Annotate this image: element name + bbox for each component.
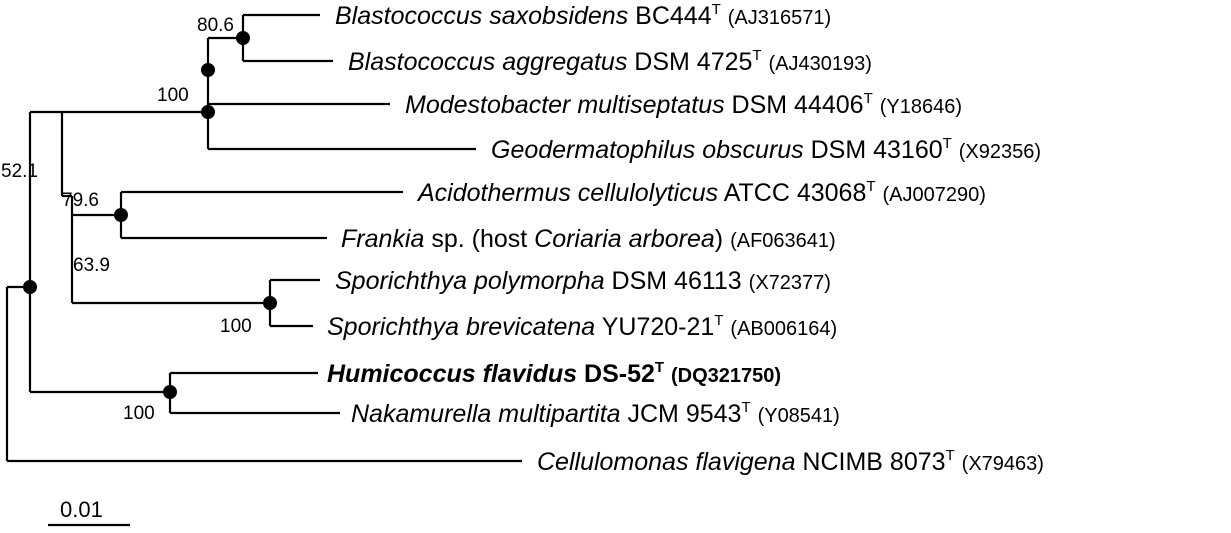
taxon-label: Acidothermus cellulolyticus ATCC 43068T …: [416, 178, 986, 207]
node-ingroup: [23, 280, 37, 294]
node-sporichthya: [263, 296, 277, 310]
taxon-label: Nakamurella multipartita JCM 9543T (Y085…: [351, 399, 840, 428]
node-blastococcus: [236, 31, 250, 45]
support-blastococcus: 80.6: [197, 15, 234, 36]
taxon-label: Blastococcus aggregatus DSM 4725T (AJ430…: [348, 47, 872, 76]
node-markers: [23, 31, 277, 399]
taxon-label: Blastococcus saxobsidens BC444T (AJ31657…: [335, 1, 831, 30]
taxon-label: Sporichthya polymorpha DSM 46113 (X72377…: [335, 267, 831, 295]
taxon-label: Geodermatophilus obscurus DSM 43160T (X9…: [491, 135, 1041, 164]
support-acidothermus-frankia: 79.6: [62, 190, 99, 211]
taxon-labels: Blastococcus saxobsidens BC444T (AJ31657…: [327, 1, 1044, 476]
taxon-label: Modestobacter multiseptatus DSM 44406T (…: [405, 90, 962, 119]
taxon-label-highlighted: Humicoccus flavidus DS-52T (DQ321750): [327, 359, 781, 388]
node-humicoccus-nakamurella: [163, 385, 177, 399]
support-geodermatophilaceae: 100: [157, 85, 189, 106]
support-humicoccus-nakamurella: 100: [123, 403, 155, 424]
scale-bar: 0.01: [48, 497, 130, 527]
support-sporichthya: 100: [220, 316, 252, 337]
support-ingroup-upper: 52.1: [1, 161, 38, 182]
taxon-label: Sporichthya brevicatena YU720-21T (AB006…: [327, 312, 837, 341]
node-geodermatophilaceae: [201, 105, 215, 119]
taxon-label: Frankia sp. (host Coriaria arborea) (AF0…: [341, 225, 836, 253]
support-frankia-sporichthya: 63.9: [73, 255, 110, 276]
taxon-label: Cellulomonas flavigena NCIMB 8073T (X794…: [537, 447, 1044, 476]
scale-bar-label: 0.01: [60, 497, 103, 522]
node-geodermatophilaceae-upper: [201, 63, 215, 77]
support-values: 80.6 100 52.1 79.6 63.9 100 100: [1, 15, 252, 424]
node-acidothermus-frankia: [114, 208, 128, 222]
